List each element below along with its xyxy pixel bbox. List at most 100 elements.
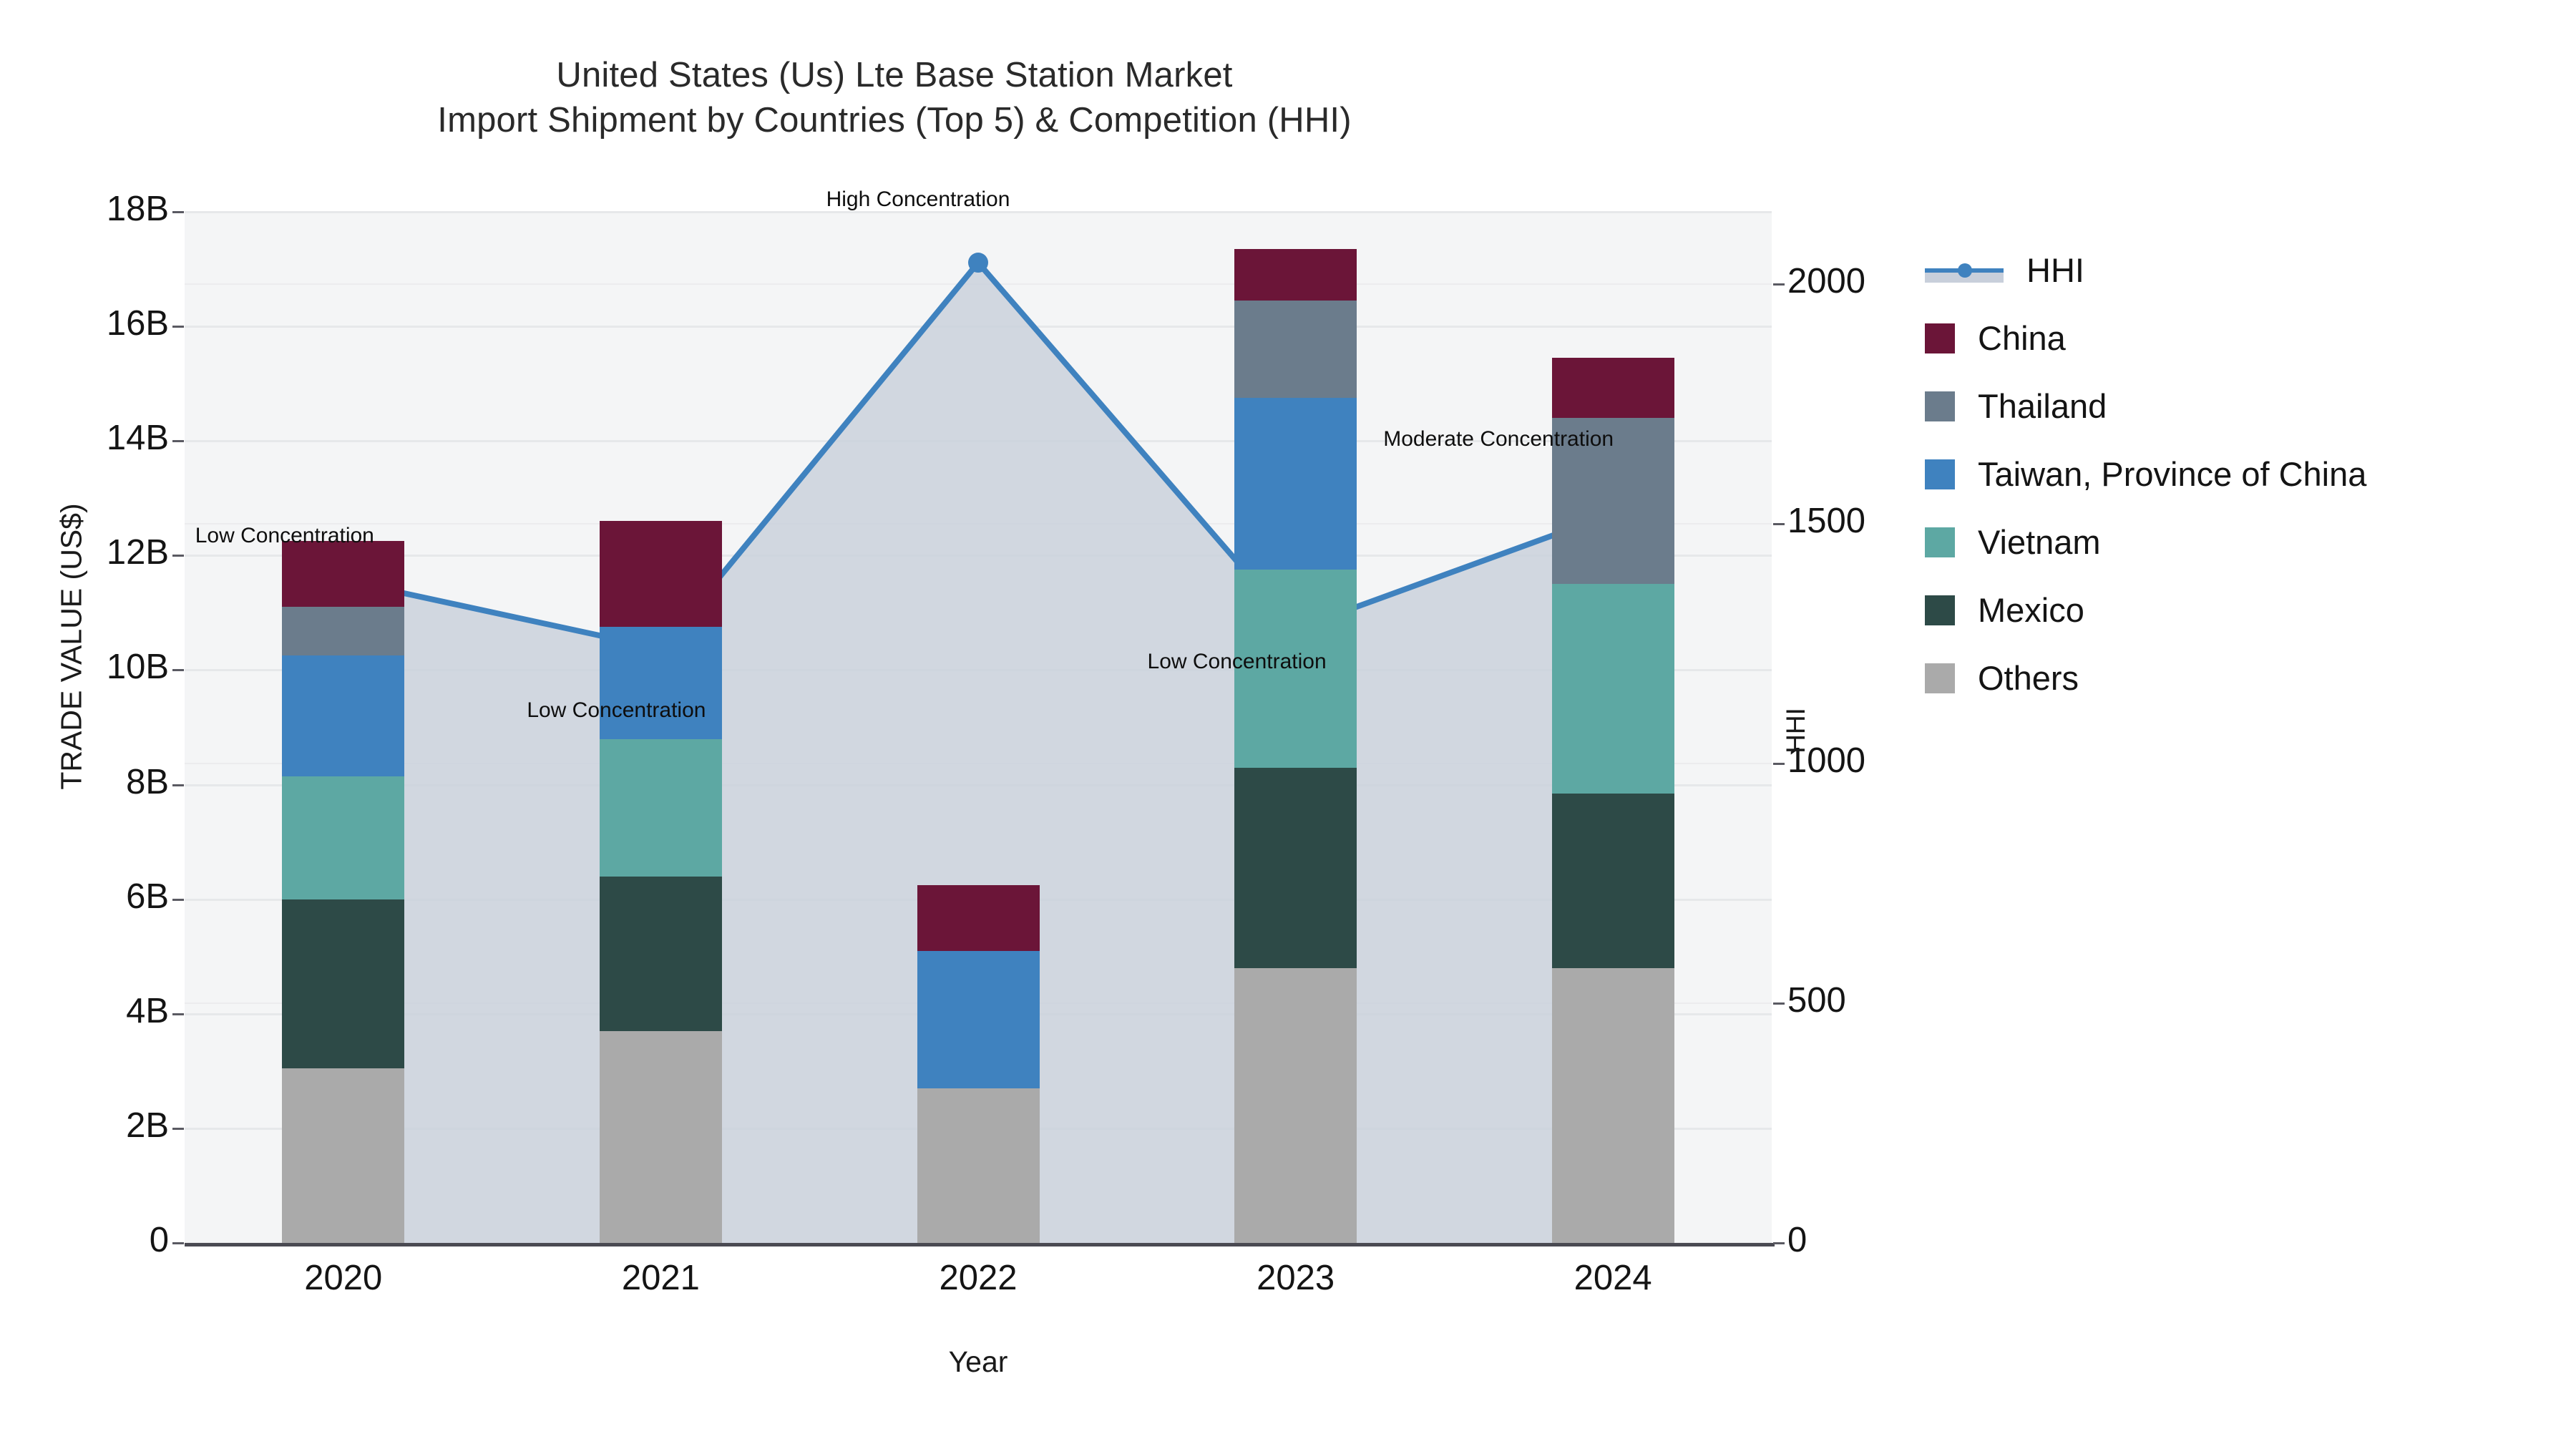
bar-segment[interactable] — [1551, 967, 1674, 1243]
bar-segment[interactable] — [1551, 418, 1674, 585]
y-axis-left-tick-label: 14B — [106, 419, 169, 458]
legend-item-label: HHI — [2026, 251, 2084, 289]
bar-segment[interactable] — [1551, 584, 1674, 794]
legend-item[interactable]: Vietnam — [1925, 508, 2366, 576]
y-axis-left-tick-mark — [172, 1013, 184, 1015]
y-axis-left-tick-mark — [172, 1242, 184, 1244]
bar-segment[interactable] — [1551, 793, 1674, 968]
bar-stack[interactable] — [1551, 212, 1674, 1243]
y-axis-left-tick-label: 4B — [126, 991, 169, 1030]
legend-item[interactable]: Taiwan, Province of China — [1925, 440, 2366, 508]
bar-segment[interactable] — [1234, 249, 1357, 301]
bar-stack[interactable] — [599, 212, 722, 1243]
y-axis-left-tick-mark — [172, 898, 184, 901]
y-axis-left-tick-label: 10B — [106, 648, 169, 687]
concentration-annotation: Low Concentration — [1147, 650, 1327, 674]
legend-color-swatch-icon — [1925, 663, 1955, 693]
x-axis-label: Year — [948, 1345, 1008, 1378]
y-axis-left-tick-label: 0 — [149, 1221, 169, 1259]
bar-segment[interactable] — [599, 1030, 722, 1243]
bar-segment[interactable] — [599, 876, 722, 1031]
legend-item-label: Others — [1978, 659, 2079, 697]
bar-segment[interactable] — [917, 1088, 1040, 1243]
bar-segment[interactable] — [1234, 301, 1357, 399]
legend-color-swatch-icon — [1925, 323, 1955, 353]
legend-item-label: Vietnam — [1978, 523, 2101, 561]
y-axis-left-tick-mark — [172, 784, 184, 786]
y-axis-right-tick-label: 1500 — [1787, 501, 1866, 540]
y-axis-left-tick-label: 6B — [126, 877, 169, 916]
bar-segment[interactable] — [282, 607, 405, 656]
bar-stack[interactable] — [282, 212, 405, 1243]
legend-item-label: Thailand — [1978, 387, 2107, 425]
y-axis-left-tick-label: 18B — [106, 190, 169, 228]
hhi-data-point[interactable]: 2022 HHI: 2044 — [968, 253, 988, 273]
y-axis-right-tick-label: 0 — [1787, 1221, 1807, 1259]
y-axis-left-tick-label: 16B — [106, 304, 169, 343]
bar-segment[interactable] — [282, 655, 405, 776]
title-line-1: United States (Us) Lte Base Station Mark… — [556, 56, 1233, 94]
legend-item-label: Mexico — [1978, 591, 2084, 629]
y-axis-left-tick-mark — [172, 669, 184, 672]
bar-segment[interactable] — [917, 950, 1040, 1088]
bar-segment[interactable] — [1234, 398, 1357, 570]
bar-segment[interactable] — [917, 884, 1040, 951]
bar-segment[interactable] — [1234, 570, 1357, 768]
y-axis-left-tick-mark — [172, 1127, 184, 1130]
y-axis-right-tick-label: 1000 — [1787, 741, 1866, 780]
y-axis-right-label: HHI — [1781, 708, 1810, 753]
x-axis-tick-label: 2022 — [939, 1259, 1018, 1297]
bar-stack[interactable] — [1234, 212, 1357, 1243]
x-axis-tick-label: 2021 — [621, 1259, 700, 1297]
concentration-annotation: High Concentration — [826, 187, 1010, 212]
y-axis-right-tick-mark — [1773, 283, 1785, 286]
legend-item[interactable]: Others — [1925, 644, 2366, 712]
legend-color-swatch-icon — [1925, 595, 1955, 625]
legend-line-marker-icon — [1925, 255, 2004, 286]
bar-segment[interactable] — [1234, 967, 1357, 1243]
legend-item[interactable]: Thailand — [1925, 372, 2366, 440]
legend-item-label: Taiwan, Province of China — [1978, 455, 2367, 493]
y-axis-left-tick-label: 2B — [126, 1106, 169, 1145]
legend-item[interactable]: Mexico — [1925, 576, 2366, 644]
x-axis-tick-label: 2023 — [1257, 1259, 1335, 1297]
y-axis-right-tick-label: 2000 — [1787, 261, 1866, 301]
y-axis-left-tick-label: 8B — [126, 762, 169, 801]
bar-segment[interactable] — [599, 521, 722, 628]
x-axis-line — [185, 1243, 1775, 1246]
bar-segment[interactable] — [282, 1068, 405, 1243]
y-axis-right-tick-mark — [1773, 1242, 1785, 1244]
title-line-2: Import Shipment by Countries (Top 5) & C… — [437, 100, 1352, 140]
y-axis-left-tick-mark — [172, 440, 184, 443]
bar-segment[interactable] — [599, 627, 722, 739]
bar-segment[interactable] — [282, 776, 405, 899]
legend-item-label: China — [1978, 319, 2066, 357]
concentration-annotation: Moderate Concentration — [1383, 426, 1614, 451]
y-axis-left-tick-mark — [172, 211, 184, 213]
bar-stack[interactable] — [917, 212, 1040, 1243]
legend-item[interactable]: HHI — [1925, 236, 2366, 304]
legend-color-swatch-icon — [1925, 459, 1955, 489]
x-axis-tick-label: 2020 — [304, 1259, 383, 1297]
legend-item[interactable]: China — [1925, 304, 2366, 372]
page-title: United States (Us) Lte Base Station Mark… — [0, 53, 1789, 142]
bar-segment[interactable] — [599, 738, 722, 877]
y-axis-left-tick-label: 12B — [106, 533, 169, 572]
gridline-y-left — [185, 211, 1772, 213]
bar-segment[interactable] — [1234, 767, 1357, 968]
y-axis-right-tick-mark — [1773, 1002, 1785, 1005]
y-axis-left-tick-mark — [172, 555, 184, 557]
y-axis-left-tick-mark — [172, 326, 184, 328]
legend-color-swatch-icon — [1925, 391, 1955, 421]
y-axis-left-label: TRADE VALUE (US$) — [54, 503, 88, 790]
y-axis-right-tick-mark — [1773, 522, 1785, 525]
concentration-annotation: Low Concentration — [195, 523, 374, 547]
bar-segment[interactable] — [282, 899, 405, 1068]
bar-segment[interactable] — [1551, 358, 1674, 419]
bar-segment[interactable] — [282, 541, 405, 608]
x-axis-tick-label: 2024 — [1574, 1259, 1652, 1297]
chart-legend: HHI China Thailand Taiwan, Province of Chin… — [1925, 236, 2366, 712]
y-axis-right-tick-mark — [1773, 762, 1785, 765]
legend-color-swatch-icon — [1925, 527, 1955, 557]
